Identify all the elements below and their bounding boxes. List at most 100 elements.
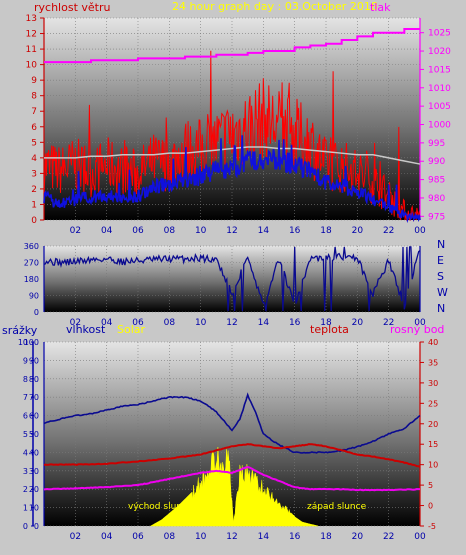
wind-direction-series-line xyxy=(43,246,421,312)
direction-axis-tick-label: 0 xyxy=(34,308,39,317)
hour-tick-label: 02 xyxy=(70,318,81,328)
wind-axis-tick-label: 3 xyxy=(31,169,37,179)
hour-tick-label: 08 xyxy=(164,318,176,328)
direction-axis-tick-label: 360 xyxy=(24,242,39,251)
temperature-axis-tick-label: 0 xyxy=(428,502,433,511)
average-wind-line xyxy=(44,146,421,165)
pressure-axis-tick-label: 1005 xyxy=(428,102,451,112)
rain-axis-tick-label: 4 xyxy=(23,448,28,457)
hour-tick-label: 10 xyxy=(195,532,207,542)
hour-tick-label: 14 xyxy=(258,532,270,542)
rain-axis-tick-label: 9 xyxy=(23,356,28,365)
sunrise-annotation: východ slunce xyxy=(128,502,193,512)
hour-tick-label: 20 xyxy=(352,318,364,328)
hour-tick-label: 04 xyxy=(101,226,113,236)
hour-tick-label: 00 xyxy=(414,226,426,236)
hour-tick-label: 08 xyxy=(164,226,176,236)
temperature-axis-tick-label: 5 xyxy=(428,481,433,490)
pressure-axis-tick-label: 985 xyxy=(428,176,445,186)
humidity-axis-title: vlhkost xyxy=(66,323,106,336)
wind-axis-tick-label: 10 xyxy=(26,61,38,71)
temperature-axis-tick-label: 10 xyxy=(428,461,438,470)
wind-axis-tick-label: 11 xyxy=(26,45,37,55)
sunset-annotation: západ slunce xyxy=(307,502,367,512)
hour-tick-label: 20 xyxy=(352,532,364,542)
humidity-axis-tick-label: 0 xyxy=(34,522,39,531)
compass-label: W xyxy=(437,286,448,299)
wind-axis-tick-label: 5 xyxy=(31,138,37,148)
humidity-axis-tick-label: 90 xyxy=(29,356,39,365)
pressure-axis-title: tlak xyxy=(370,1,391,14)
rain-axis-tick-label: 0 xyxy=(23,522,28,531)
pressure-axis-tick-label: 975 xyxy=(428,212,445,222)
wind-axis-tick-label: 0 xyxy=(31,216,37,226)
hour-tick-label: 12 xyxy=(226,318,237,328)
pressure-axis-tick-label: 995 xyxy=(428,139,445,149)
temperature-axis-tick-label: 30 xyxy=(428,379,438,388)
hour-tick-label: 22 xyxy=(383,318,394,328)
pressure-series-line xyxy=(44,28,420,64)
direction-axis-tick-label: 180 xyxy=(24,275,39,284)
pressure-axis-tick-label: 990 xyxy=(428,157,445,167)
hour-tick-label: 16 xyxy=(289,318,301,328)
rain-axis-title: srážky xyxy=(2,324,38,337)
compass-label: N xyxy=(437,302,445,315)
wind-axis-tick-label: 8 xyxy=(31,92,37,102)
hour-tick-label: 04 xyxy=(101,532,113,542)
wind-axis-tick-label: 13 xyxy=(26,14,37,24)
solar-axis-title: Solar xyxy=(117,323,146,336)
rain-axis-tick-label: 10 xyxy=(18,338,28,347)
hour-tick-label: 18 xyxy=(320,532,332,542)
compass-label: N xyxy=(437,238,445,251)
hour-tick-label: 16 xyxy=(289,532,301,542)
hour-tick-label: 06 xyxy=(132,226,144,236)
wind-axis-tick-label: 2 xyxy=(31,185,37,195)
pressure-axis-tick-label: 1010 xyxy=(428,84,451,94)
direction-axis-tick-label: 270 xyxy=(24,259,39,268)
wind-axis-tick-label: 6 xyxy=(31,123,37,133)
direction-axis-tick-label: 90 xyxy=(29,292,39,301)
humidity-axis-tick-label: 30 xyxy=(29,467,39,476)
humidity-axis-tick-label: 20 xyxy=(29,485,39,494)
temperature-axis-tick-label: 35 xyxy=(428,358,438,367)
wind-axis-tick-label: 4 xyxy=(31,154,37,164)
gust-series-line xyxy=(43,50,421,222)
temperature-axis-tick-label: 15 xyxy=(428,440,438,449)
rain-axis-tick-label: 3 xyxy=(23,467,28,476)
hour-tick-label: 18 xyxy=(320,318,332,328)
hour-tick-label: 08 xyxy=(164,532,176,542)
humidity-axis-tick-label: 80 xyxy=(29,375,39,384)
hour-tick-label: 02 xyxy=(70,532,81,542)
hour-tick-label: 14 xyxy=(258,226,270,236)
hour-tick-label: 00 xyxy=(414,532,426,542)
wind-speed-axis-title: rychlost větru xyxy=(34,1,110,14)
temperature-axis-tick-label: 25 xyxy=(428,399,438,408)
wind-speed-series-line xyxy=(43,135,421,224)
hour-tick-label: 22 xyxy=(383,532,394,542)
humidity-axis-tick-label: 100 xyxy=(24,338,39,347)
temperature-axis-tick-label: 20 xyxy=(428,420,438,429)
humidity-axis-tick-label: 50 xyxy=(29,430,39,439)
chart-title: 24 hour graph day : 03.October 2018 xyxy=(172,0,378,13)
rain-axis-tick-label: 6 xyxy=(23,412,28,421)
dewpoint-axis-title: rosný bod xyxy=(390,323,444,336)
hour-tick-label: 10 xyxy=(195,318,207,328)
hour-tick-label: 16 xyxy=(289,226,301,236)
pressure-axis-tick-label: 1015 xyxy=(428,65,451,75)
hour-tick-label: 06 xyxy=(132,532,144,542)
hour-tick-label: 18 xyxy=(320,226,332,236)
pressure-axis-tick-label: 1000 xyxy=(428,121,451,131)
rain-axis-tick-label: 2 xyxy=(23,485,28,494)
wind-axis-tick-label: 9 xyxy=(31,76,37,86)
pressure-axis-tick-label: 1025 xyxy=(428,29,451,39)
compass-label: E xyxy=(437,254,444,267)
wind-axis-tick-label: 7 xyxy=(31,107,37,117)
hour-tick-label: 12 xyxy=(226,226,237,236)
hour-tick-label: 12 xyxy=(226,532,237,542)
humidity-axis-tick-label: 70 xyxy=(29,393,39,402)
hour-tick-label: 04 xyxy=(101,318,113,328)
humidity-axis-tick-label: 10 xyxy=(29,504,39,513)
dewpoint-series-line xyxy=(43,465,420,492)
